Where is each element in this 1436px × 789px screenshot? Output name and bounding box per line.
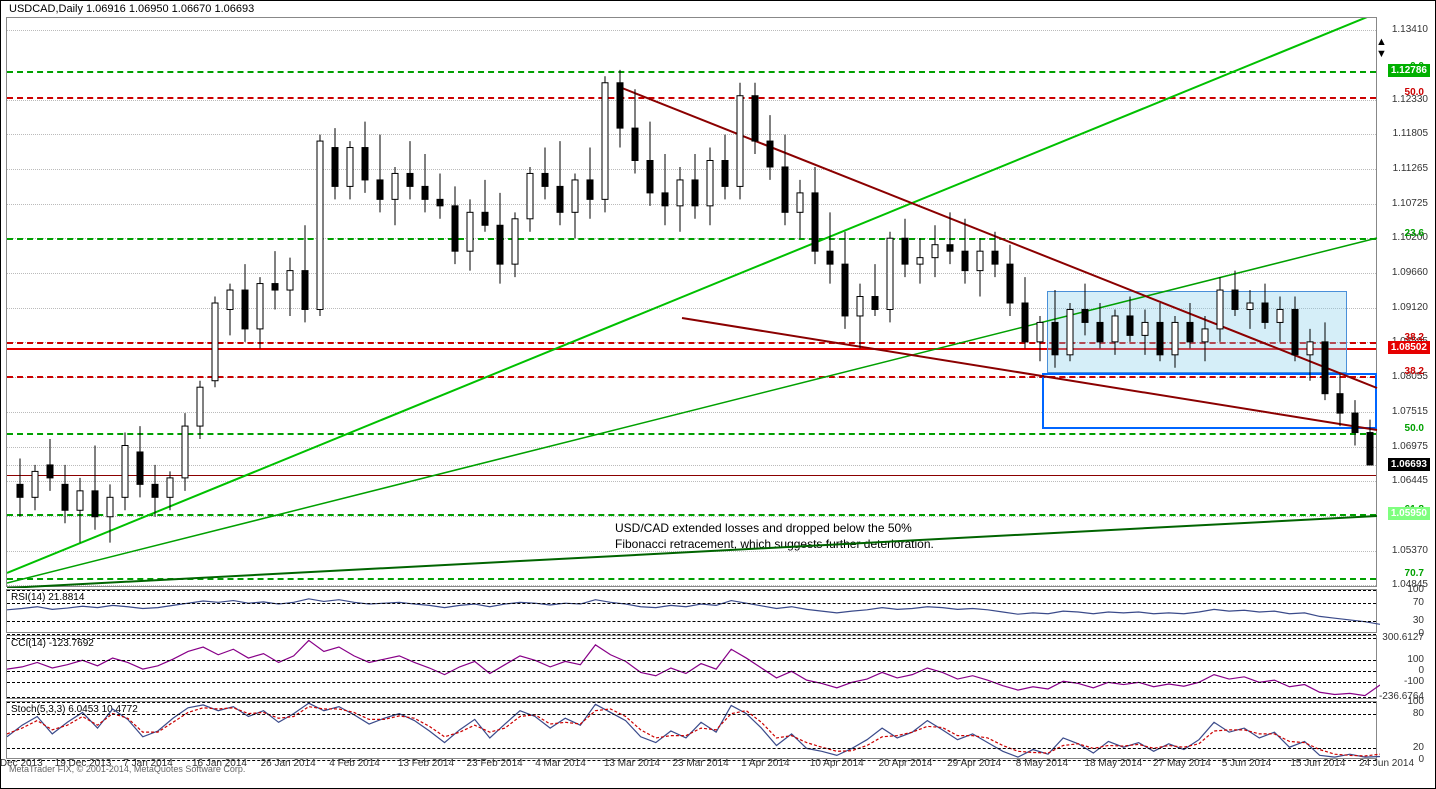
indicator-level-label: 100 xyxy=(1407,696,1424,707)
x-tick-label: 4 Mar 2014 xyxy=(535,758,586,769)
indicator-level-label: 0 xyxy=(1418,754,1424,765)
price-box: 1.12786 xyxy=(1388,64,1430,77)
scroll-up-icon[interactable]: ▲▼ xyxy=(1376,36,1388,60)
x-tick-label: 1 Apr 2014 xyxy=(741,758,789,769)
x-tick-label: 16 Jan 2014 xyxy=(192,758,247,769)
x-tick-label: 27 May 2014 xyxy=(1153,758,1211,769)
indicator-level-label: 20 xyxy=(1413,742,1424,753)
x-tick-label: 4 Feb 2014 xyxy=(329,758,380,769)
current-price-box: 1.06693 xyxy=(1388,458,1430,471)
chart-container: USDCAD,Daily 1.06916 1.06950 1.06670 1.0… xyxy=(0,0,1436,789)
y-tick-label: 1.13410 xyxy=(1392,24,1428,35)
x-tick-label: 8 May 2014 xyxy=(1016,758,1068,769)
x-tick-label: 10 Apr 2014 xyxy=(810,758,864,769)
y-tick-label: 1.11805 xyxy=(1393,128,1428,139)
x-tick-label: 23 Feb 2014 xyxy=(467,758,523,769)
x-tick-label: 23 Mar 2014 xyxy=(673,758,729,769)
y-tick-label: 1.09120 xyxy=(1392,302,1428,313)
cci-panel[interactable]: CCI(14) -123.7692 300.61271000-100-236.6… xyxy=(6,635,1377,699)
chart-header: USDCAD,Daily 1.06916 1.06950 1.06670 1.0… xyxy=(9,3,254,15)
x-tick-label: 13 Mar 2014 xyxy=(604,758,660,769)
rsi-label: RSI(14) 21.8814 xyxy=(11,592,84,603)
indicator-level-label: 100 xyxy=(1407,584,1424,595)
y-tick-label: 1.09660 xyxy=(1392,267,1428,278)
indicator-level-label: 300.6127 xyxy=(1382,632,1424,643)
highlight-box xyxy=(1042,373,1377,429)
indicator-level-label: 0 xyxy=(1418,665,1424,676)
x-tick-label: 20 Apr 2014 xyxy=(878,758,932,769)
fib-label: 38.2 xyxy=(1405,366,1424,377)
rsi-panel[interactable]: RSI(14) 21.8814 10070300 xyxy=(6,589,1377,633)
x-tick-label: 10 Dec 2013 xyxy=(0,758,43,769)
x-tick-label: 19 Dec 2013 xyxy=(55,758,112,769)
consolidation-zone xyxy=(1047,291,1347,373)
indicator-level-label: -100 xyxy=(1404,676,1424,687)
x-tick-label: 13 Feb 2014 xyxy=(398,758,454,769)
x-tick-label: 7 Jan 2014 xyxy=(123,758,173,769)
y-tick-label: 1.11265 xyxy=(1393,163,1428,174)
fib-label: 70.7 xyxy=(1405,568,1424,579)
cci-label: CCI(14) -123.7692 xyxy=(11,638,94,649)
indicator-level-label: 80 xyxy=(1413,708,1424,719)
fib-label: 50.0 xyxy=(1405,87,1424,98)
stoch-panel[interactable]: Stoch(5,3,3) 6.0453 10.4772 10080200 xyxy=(6,701,1377,759)
indicator-level-label: 30 xyxy=(1413,615,1424,626)
price-box: 1.08502 xyxy=(1388,341,1430,354)
main-price-chart[interactable]: ▲▼ 1.134101.123301.118051.112651.107251.… xyxy=(6,17,1377,587)
y-tick-label: 1.06445 xyxy=(1392,475,1428,486)
x-tick-label: 29 Apr 2014 xyxy=(947,758,1001,769)
x-tick-label: 26 Jan 2014 xyxy=(261,758,316,769)
x-tick-label: 5 Jun 2014 xyxy=(1222,758,1272,769)
y-tick-label: 1.05370 xyxy=(1392,545,1428,556)
y-tick-label: 1.06975 xyxy=(1392,441,1428,452)
x-axis: 10 Dec 201319 Dec 20137 Jan 201416 Jan 2… xyxy=(6,758,1377,772)
fib-label: 50.0 xyxy=(1405,423,1424,434)
y-tick-label: 1.10725 xyxy=(1392,198,1428,209)
indicator-level-label: 100 xyxy=(1407,654,1424,665)
fib-label: 23.6 xyxy=(1405,228,1424,239)
x-tick-label: 24 Jun 2014 xyxy=(1359,758,1414,769)
chart-annotation: USD/CAD extended losses and dropped belo… xyxy=(615,521,934,552)
x-tick-label: 15 Jun 2014 xyxy=(1290,758,1345,769)
y-tick-label: 1.07515 xyxy=(1392,406,1428,417)
indicator-level-label: 70 xyxy=(1413,597,1424,608)
x-tick-label: 18 May 2014 xyxy=(1084,758,1142,769)
fib-price-box: 1.05950 xyxy=(1388,507,1430,520)
